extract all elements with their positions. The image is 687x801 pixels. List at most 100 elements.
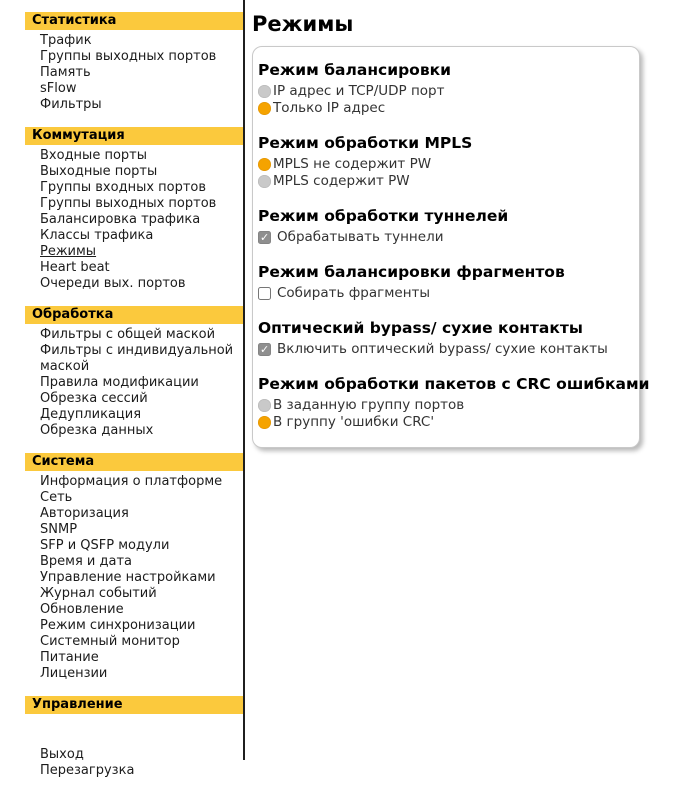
settings-group-options: Включить оптический bypass/ сухие контак… bbox=[258, 341, 627, 358]
radio-icon bbox=[258, 399, 271, 412]
sidebar-item[interactable]: Дедупликация bbox=[40, 407, 142, 422]
radio-option[interactable]: IP адрес и TCP/UDP порт bbox=[258, 83, 627, 100]
sidebar-section-header: Обработка bbox=[25, 306, 243, 324]
sidebar-item[interactable]: Обрезка сессий bbox=[40, 391, 148, 406]
radio-icon bbox=[258, 175, 271, 188]
sidebar-item[interactable]: Обновление bbox=[40, 602, 124, 617]
sidebar-item[interactable]: Классы трафика bbox=[40, 228, 154, 243]
radio-label: В группу 'ошибки CRC' bbox=[273, 414, 435, 430]
settings-group-heading: Режим обработки пакетов с CRC ошибками bbox=[258, 375, 650, 393]
checkbox-option[interactable]: Обрабатывать туннели bbox=[258, 229, 627, 246]
radio-option[interactable]: В группу 'ошибки CRC' bbox=[258, 414, 627, 431]
settings-group-options: Собирать фрагменты bbox=[258, 285, 627, 302]
sidebar-section-items: Фильтры с общей маской Фильтры с индивид… bbox=[0, 327, 243, 439]
settings-group: Режим балансировки IP адрес и TCP/UDP по… bbox=[258, 60, 627, 117]
settings-group: Режим обработки пакетов с CRC ошибками В… bbox=[258, 374, 650, 431]
settings-group: Оптический bypass/ сухие контакты Включи… bbox=[258, 318, 627, 358]
radio-option[interactable]: MPLS не содержит PW bbox=[258, 156, 627, 173]
sidebar-item[interactable]: Перезагрузка bbox=[40, 763, 135, 778]
checkbox-option[interactable]: Включить оптический bypass/ сухие контак… bbox=[258, 341, 627, 358]
sidebar-item[interactable]: Балансировка трафика bbox=[40, 212, 201, 227]
sidebar-item[interactable]: Системный монитор bbox=[40, 634, 180, 649]
checkbox-option[interactable]: Собирать фрагменты bbox=[258, 285, 627, 302]
radio-label: Только IP адрес bbox=[273, 100, 386, 116]
radio-label: IP адрес и TCP/UDP порт bbox=[273, 83, 445, 99]
modes-panel: Режим балансировки IP адрес и TCP/UDP по… bbox=[252, 46, 650, 448]
sidebar-section: Обработка Фильтры с общей маской Фильтры… bbox=[0, 306, 243, 439]
sidebar-item[interactable]: Журнал событий bbox=[40, 586, 157, 601]
sidebar-section-items: Выход Перезагрузка bbox=[0, 747, 243, 779]
radio-label: MPLS не содержит PW bbox=[273, 156, 432, 172]
checkbox-label: Собирать фрагменты bbox=[277, 285, 431, 301]
sidebar-section-header: Управление bbox=[25, 696, 243, 714]
sidebar-item[interactable]: Группы выходных портов bbox=[40, 49, 217, 64]
settings-group: Режим балансировки фрагментов Собирать ф… bbox=[258, 262, 627, 302]
sidebar-section-header: Статистика bbox=[25, 12, 243, 30]
checkbox-icon bbox=[258, 230, 271, 245]
sidebar-item[interactable]: Фильтры bbox=[40, 97, 102, 112]
sidebar-item[interactable]: Режим синхронизации bbox=[40, 618, 196, 633]
sidebar-item[interactable]: Фильтры с индивидуальной маской bbox=[40, 343, 234, 374]
checkbox-label: Включить оптический bypass/ сухие контак… bbox=[277, 341, 608, 357]
sidebar-item[interactable]: Сеть bbox=[40, 490, 73, 505]
sidebar-section: Коммутация Входные порты Выходные порты … bbox=[0, 127, 243, 292]
sidebar-item[interactable]: Лицензии bbox=[40, 666, 108, 681]
settings-group-heading: Режим обработки туннелей bbox=[258, 207, 509, 225]
sidebar-section-items: Трафик Группы выходных портов Память sFl… bbox=[0, 33, 243, 113]
settings-group-options: В заданную группу портов В группу 'ошибк… bbox=[258, 397, 627, 431]
sidebar-section: Управление Выход Перезагрузка bbox=[0, 696, 243, 779]
settings-group-options: Обрабатывать туннели bbox=[258, 229, 627, 246]
sidebar-item[interactable]: Управление настройками bbox=[40, 570, 216, 585]
sidebar-item[interactable]: Обрезка данных bbox=[40, 423, 154, 438]
sidebar-item[interactable]: Heart beat bbox=[40, 260, 110, 275]
radio-icon bbox=[258, 102, 271, 115]
sidebar-section-items: Входные порты Выходные порты Группы вход… bbox=[0, 148, 243, 292]
sidebar-item[interactable]: Время и дата bbox=[40, 554, 133, 569]
sidebar-item[interactable]: SNMP bbox=[40, 522, 78, 537]
radio-icon bbox=[258, 416, 271, 429]
radio-option[interactable]: Только IP адрес bbox=[258, 100, 627, 117]
sidebar-item[interactable]: Выходные порты bbox=[40, 164, 158, 179]
settings-group-options: MPLS не содержит PW MPLS содержит PW bbox=[258, 156, 627, 190]
sidebar-item[interactable]: Трафик bbox=[40, 33, 92, 48]
sidebar-item[interactable]: Очереди вых. портов bbox=[40, 276, 186, 291]
radio-icon bbox=[258, 85, 271, 98]
settings-group-heading: Оптический bypass/ сухие контакты bbox=[258, 319, 583, 337]
settings-group: Режим обработки туннелей Обрабатывать ту… bbox=[258, 206, 627, 246]
sidebar-section: Система Информация о платформе Сеть Авто… bbox=[0, 453, 243, 682]
settings-group-heading: Режим балансировки фрагментов bbox=[258, 263, 565, 281]
sidebar-section-items: Информация о платформе Сеть Авторизация … bbox=[0, 474, 243, 682]
checkbox-label: Обрабатывать туннели bbox=[277, 229, 444, 245]
sidebar-item[interactable]: Группы входных портов bbox=[40, 180, 207, 195]
sidebar-item[interactable]: Авторизация bbox=[40, 506, 129, 521]
sidebar-item[interactable]: Фильтры с общей маской bbox=[40, 327, 216, 342]
checkbox-icon bbox=[258, 342, 271, 357]
sidebar-item[interactable]: Режимы bbox=[40, 244, 97, 259]
sidebar-item[interactable]: SFP и QSFP модули bbox=[40, 538, 170, 553]
radio-label: В заданную группу портов bbox=[273, 397, 465, 413]
sidebar-section-header: Коммутация bbox=[25, 127, 243, 145]
checkbox-icon bbox=[258, 287, 271, 300]
radio-option[interactable]: В заданную группу портов bbox=[258, 397, 627, 414]
settings-group-options: IP адрес и TCP/UDP порт Только IP адрес bbox=[258, 83, 627, 117]
sidebar: Статистика Трафик Группы выходных портов… bbox=[0, 0, 243, 801]
radio-label: MPLS содержит PW bbox=[273, 173, 410, 189]
sidebar-item[interactable]: sFlow bbox=[40, 81, 77, 96]
radio-icon bbox=[258, 158, 271, 171]
sidebar-item[interactable]: Правила модификации bbox=[40, 375, 199, 390]
settings-group-heading: Режим балансировки bbox=[258, 61, 452, 79]
sidebar-item[interactable]: Память bbox=[40, 65, 91, 80]
settings-group-heading: Режим обработки MPLS bbox=[258, 134, 473, 152]
main-content: Режимы Режим балансировки IP адрес и TCP… bbox=[245, 0, 687, 448]
page-title: Режимы bbox=[252, 12, 354, 36]
content-divider bbox=[243, 0, 245, 760]
sidebar-section: Статистика Трафик Группы выходных портов… bbox=[0, 12, 243, 113]
sidebar-item[interactable]: Группы выходных портов bbox=[40, 196, 217, 211]
radio-option[interactable]: MPLS содержит PW bbox=[258, 173, 627, 190]
sidebar-section-header: Система bbox=[25, 453, 243, 471]
settings-group: Режим обработки MPLS MPLS не содержит PW… bbox=[258, 133, 627, 190]
sidebar-item[interactable]: Выход bbox=[40, 747, 84, 762]
sidebar-item[interactable]: Питание bbox=[40, 650, 99, 665]
sidebar-item[interactable]: Информация о платформе bbox=[40, 474, 223, 489]
sidebar-item[interactable]: Входные порты bbox=[40, 148, 147, 163]
